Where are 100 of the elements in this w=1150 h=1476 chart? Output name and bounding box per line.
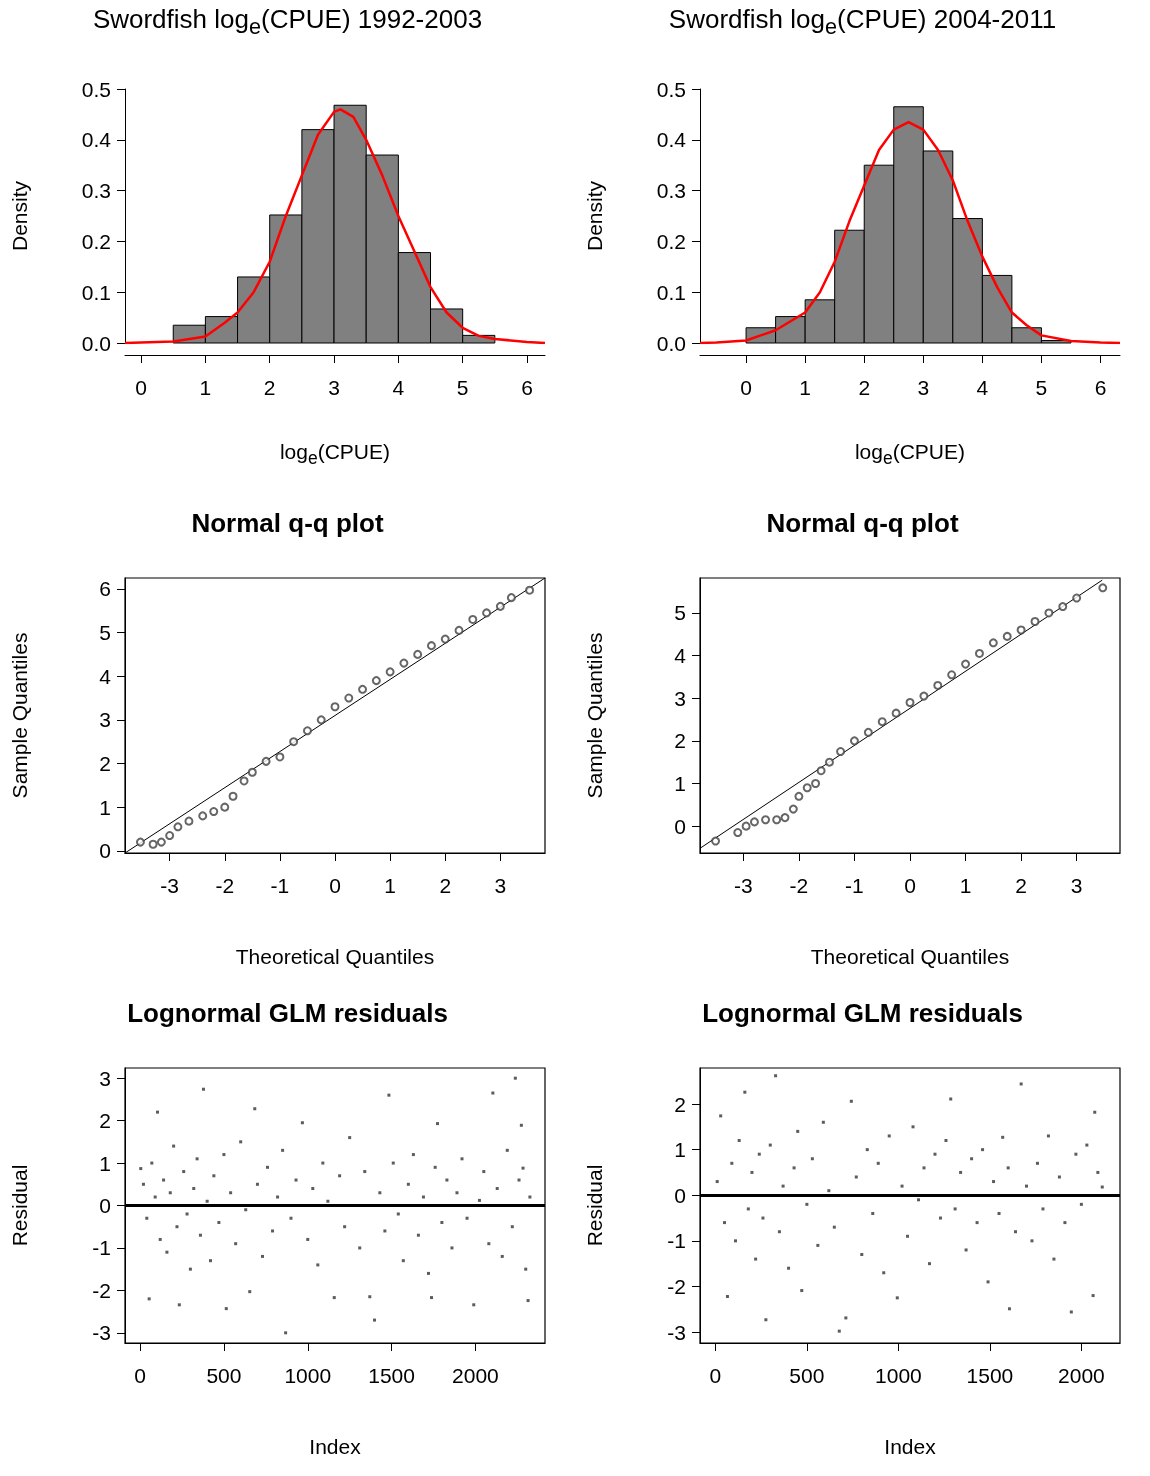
point [863,727,873,737]
point [988,638,998,648]
x-tick-label: 3 [494,874,507,897]
point [794,791,804,801]
y-tick-label: 0.4 [81,128,112,152]
point [239,776,249,786]
y-axis-title: Sample Quantiles [8,632,31,799]
point [824,757,834,767]
y-tick-label: -3 [667,1320,686,1344]
y-tick-label: 0.5 [656,77,686,101]
point [399,658,409,668]
y-tick-label: 1 [99,795,111,819]
x-tick-label: 0 [134,1364,146,1387]
point [974,648,984,658]
y-tick-label: 3 [99,1066,111,1090]
point [836,747,846,757]
y-axis-title: Density [583,180,606,252]
x-tick-label: 2 [1015,874,1027,897]
y-tick-label: 1 [99,1151,111,1175]
x-tick-label: 5 [1035,376,1048,399]
point [1030,616,1040,626]
y-tick-label: -2 [667,1274,686,1298]
y-tick-label: 0.0 [81,331,111,355]
point [198,811,208,821]
point [525,585,535,595]
point [358,684,368,694]
point [749,817,759,827]
y-tick-label: 0 [99,1194,111,1217]
point [947,670,957,680]
point [1058,602,1068,612]
y-tick-label: 0.3 [81,179,111,203]
y-tick-label: 0.0 [656,331,686,355]
y-tick-label: 0.2 [656,229,686,253]
y-tick-label: 0.4 [656,128,687,152]
y-tick-label: 2 [99,1109,111,1133]
point [413,649,423,659]
point [220,802,230,812]
chart-title: Swordfish log$_{e}$(CPUE) 1992-2003 [91,4,484,41]
x-tick-label: 3 [328,376,340,399]
y-tick-label: -1 [92,1236,111,1260]
y-axis-title: Residual [8,1164,31,1247]
point [741,821,751,831]
point [802,783,812,793]
point [1016,625,1026,635]
x-tick-label: 0 [904,874,916,897]
x-tick-label: 2 [263,376,276,399]
x-tick-label: -1 [845,874,864,897]
x-tick-label: 6 [1094,376,1107,399]
point [148,839,158,849]
point [468,614,478,624]
chart-title: Lognormal GLM residuals [701,998,1024,1029]
x-tick-label: 0 [135,376,147,399]
point [1098,583,1108,593]
point [891,708,901,718]
x-axis-title: Theoretical Quantiles [234,945,436,969]
x-tick-label: 1000 [284,1364,332,1387]
point [316,715,326,725]
point [733,828,743,838]
point [849,736,859,746]
point [877,717,887,727]
point [440,634,450,644]
y-tick-label: 1 [674,1138,686,1162]
point [788,804,798,814]
point [156,837,166,847]
point [302,726,312,736]
x-tick-label: 2000 [452,1364,499,1387]
x-tick-label: 1 [959,874,972,897]
point [482,608,492,618]
y-tick-label: 0 [99,839,111,863]
x-axis-title: log$_{e}$(CPUE) [278,440,392,470]
x-tick-label: 3 [1070,874,1083,897]
x-tick-label: -3 [733,874,753,897]
x-axis-title: log$_{e}$(CPUE) [853,440,967,470]
y-tick-label: 5 [674,601,686,625]
x-tick-label: 0 [709,1364,722,1387]
point [1072,593,1082,603]
x-tick-label: 2 [439,874,452,897]
point [772,815,782,825]
y-tick-label: -1 [667,1229,686,1253]
line-series [698,120,1122,345]
chart-title: Swordfish log$_{e}$(CPUE) 2004-2011 [667,4,1058,41]
point [209,807,219,817]
x-tick-label: 1 [799,376,811,399]
y-tick-label: 3 [99,708,111,732]
x-tick-label: 3 [917,376,930,399]
point [371,676,381,686]
point [506,593,516,603]
point [933,680,943,690]
point [811,779,821,788]
line-series [123,108,547,345]
x-tick-label: 2 [858,376,871,399]
y-tick-label: 0.5 [81,77,111,101]
x-tick-label: 500 [206,1364,242,1387]
y-tick-label: 4 [674,644,687,668]
x-tick-label: -1 [270,874,290,897]
point [344,693,354,703]
point [1002,631,1012,641]
x-tick-label: -2 [789,874,809,897]
y-tick-label: 3 [674,686,686,710]
x-tick-label: 500 [789,1364,825,1387]
